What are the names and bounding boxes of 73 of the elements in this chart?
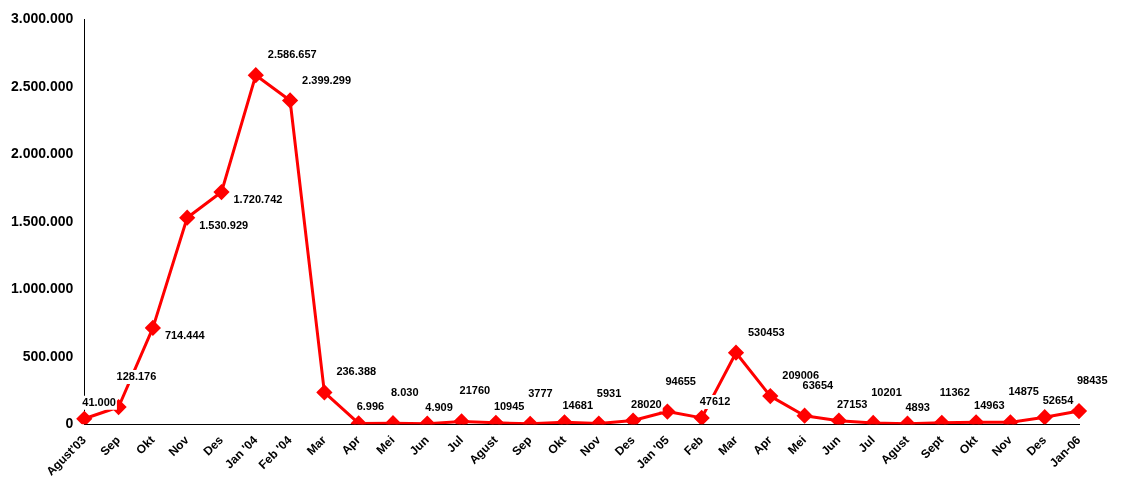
x-tick-label: Sep xyxy=(509,432,535,459)
x-tick-label: Mei xyxy=(785,432,810,458)
data-label: 4893 xyxy=(905,400,930,413)
data-label: 41.000 xyxy=(82,395,116,408)
point xyxy=(1071,403,1087,419)
data-label: 11362 xyxy=(939,385,970,398)
point xyxy=(145,320,161,336)
x-tick-label: Jul xyxy=(855,432,878,456)
x-tick-label: Feb xyxy=(681,432,707,458)
point xyxy=(728,345,744,361)
data-label: 14875 xyxy=(1008,385,1039,398)
point xyxy=(694,410,710,425)
data-label: 52654 xyxy=(1042,394,1075,407)
y-tick-label: 3.000.000 xyxy=(10,10,74,27)
data-label: 8.030 xyxy=(390,386,419,399)
x-tick-label: Nov xyxy=(165,432,192,459)
data-label: 128.176 xyxy=(116,370,157,383)
data-label: 47612 xyxy=(699,394,731,407)
point xyxy=(213,184,229,200)
point xyxy=(625,413,641,425)
x-tick-label: Jul xyxy=(443,432,467,456)
y-tick-label: 1.000.000 xyxy=(10,280,74,297)
data-label: 1.530.929 xyxy=(199,218,249,231)
data-label: 28020 xyxy=(631,397,662,410)
y-tick-label: 2.500.000 xyxy=(10,77,74,94)
x-tick-label: Des xyxy=(1023,432,1050,459)
data-label: 98435 xyxy=(1077,374,1108,387)
y-tick-label: 1.500.000 xyxy=(10,212,74,229)
x-tick-label: Jun xyxy=(818,432,844,458)
data-label: 94655 xyxy=(665,374,696,387)
x-tick-label: Okt xyxy=(544,432,569,458)
point xyxy=(76,411,92,425)
y-tick-label: 0 xyxy=(65,415,74,432)
data-label: 5931 xyxy=(596,386,622,399)
x-tick-label: Nov xyxy=(577,432,604,459)
data-label: 14963 xyxy=(974,399,1005,412)
x-tick-label: Jun xyxy=(406,432,432,458)
data-label: 236.388 xyxy=(336,365,377,378)
point xyxy=(316,384,332,400)
data-label: 10945 xyxy=(493,399,525,412)
data-label: 3777 xyxy=(528,386,553,399)
x-tick-label: Nov xyxy=(988,432,1016,459)
point xyxy=(762,388,778,404)
data-label: 2.399.299 xyxy=(302,73,352,86)
point xyxy=(248,67,264,83)
data-label: 63654 xyxy=(802,378,835,391)
data-label: 21760 xyxy=(459,384,491,397)
data-label: 4.909 xyxy=(425,400,453,413)
y-tick-label: 500.000 xyxy=(22,347,74,364)
point xyxy=(454,413,470,425)
x-tick-label: Apr xyxy=(338,432,364,458)
data-label: 10201 xyxy=(871,385,902,398)
data-label: 6.996 xyxy=(356,400,385,413)
point xyxy=(282,92,298,108)
point xyxy=(1037,409,1053,425)
x-tick-label: Des xyxy=(200,432,227,459)
x-tick-label: Okt xyxy=(133,432,158,458)
point xyxy=(831,413,847,425)
x-tick-label: Mar xyxy=(715,432,741,458)
x-tick-label: Okt xyxy=(956,432,981,458)
x-tick-label: Des xyxy=(612,432,638,459)
x-tick-label: Mar xyxy=(303,432,330,458)
data-label: 530453 xyxy=(747,325,785,338)
data-label: 1.720.742 xyxy=(233,193,283,206)
y-tick-label: 2.000.000 xyxy=(10,145,74,162)
x-tick-label: Apr xyxy=(750,432,775,458)
x-tick-label: Sep xyxy=(97,432,124,459)
data-label: 2.586.657 xyxy=(267,48,317,61)
point xyxy=(179,210,195,226)
data-label: 27153 xyxy=(836,397,868,410)
data-label: 14681 xyxy=(562,399,594,412)
data-label: 714.444 xyxy=(164,328,206,341)
x-tick-label: Mei xyxy=(373,432,398,458)
